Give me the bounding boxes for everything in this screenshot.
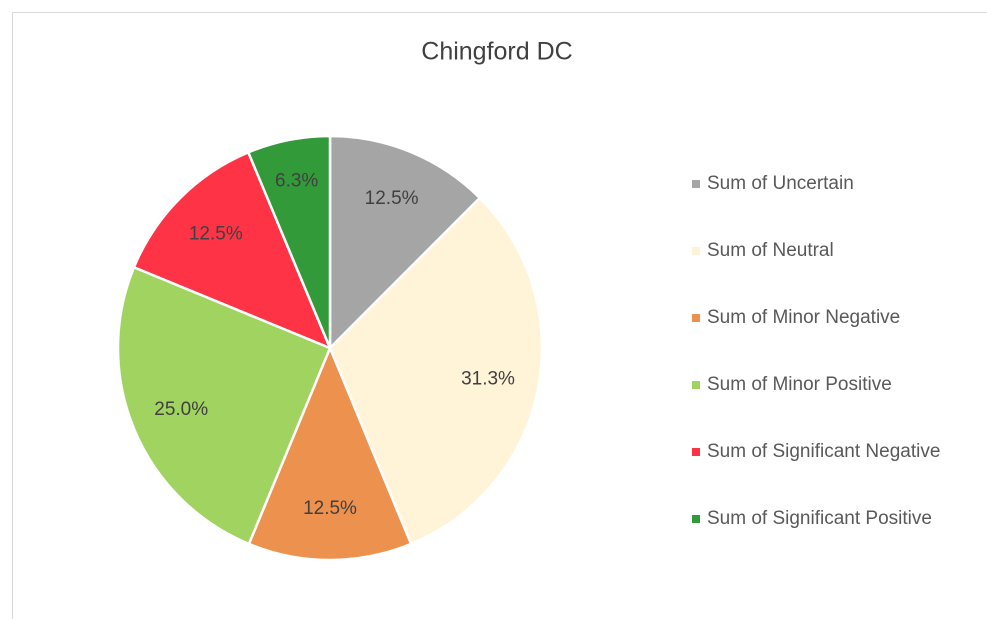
legend-entry: Sum of Minor Positive <box>692 371 942 398</box>
legend-swatch <box>692 247 700 255</box>
data-label: 12.5% <box>189 223 243 244</box>
legend-entry: Sum of Minor Negative <box>692 304 942 331</box>
legend-entry: Sum of Significant Positive <box>692 505 942 532</box>
pie-slice <box>246 134 332 349</box>
legend-entry: Sum of Neutral <box>692 237 942 264</box>
data-label: 6.3% <box>275 171 318 192</box>
legend-label: Sum of Significant Negative <box>707 441 941 462</box>
legend-label: Sum of Significant Positive <box>707 508 932 529</box>
legend-swatch <box>692 515 700 523</box>
legend-swatch <box>692 180 700 188</box>
data-label: 25.0% <box>154 399 208 420</box>
data-label: 31.3% <box>461 368 515 389</box>
legend-label: Sum of Uncertain <box>707 173 854 194</box>
legend-swatch <box>692 314 700 322</box>
pie-slice <box>328 196 544 546</box>
pie-slice <box>132 150 333 351</box>
legend-swatch <box>692 381 700 389</box>
data-label: 12.5% <box>303 498 357 519</box>
pie-slice <box>247 344 413 562</box>
legend-entry: Sum of Significant Negative <box>692 438 942 465</box>
pie-slice <box>116 265 332 546</box>
legend-label: Sum of Neutral <box>707 240 834 261</box>
chart-title: Chingford DC <box>421 38 572 66</box>
legend-label: Sum of Minor Negative <box>707 307 901 328</box>
legend-swatch <box>692 448 700 456</box>
pie-slice <box>328 134 482 352</box>
legend-label: Sum of Minor Positive <box>707 374 892 395</box>
legend-entry: Sum of Uncertain <box>692 170 942 197</box>
data-label: 12.5% <box>365 188 419 209</box>
